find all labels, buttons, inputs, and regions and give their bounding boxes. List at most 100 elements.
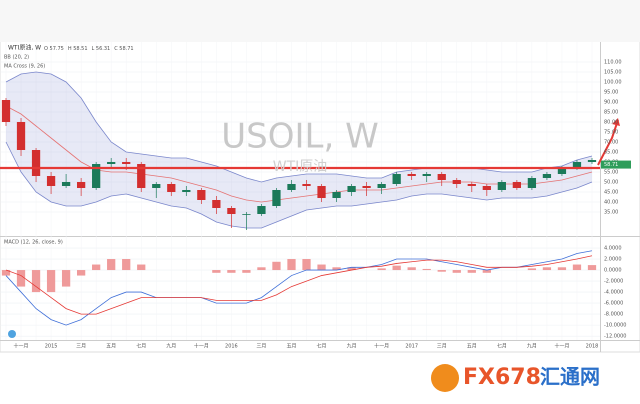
macd-histogram-bar	[287, 259, 296, 271]
y-tick-label: 0.0000	[604, 268, 622, 274]
macd-histogram-bar	[76, 270, 86, 276]
ma-line	[5, 105, 593, 203]
x-tick-label: 七月	[497, 343, 507, 350]
logo-name: 汇通网	[540, 365, 600, 389]
y-tick-label: -10.0000	[604, 323, 626, 329]
y-tick-label: 45.00	[604, 190, 618, 196]
macd-histogram-bar	[557, 267, 567, 271]
x-tick-label: 三月	[256, 344, 266, 350]
candle-body	[137, 164, 146, 188]
candle-body	[542, 174, 552, 178]
bollinger-fill	[6, 72, 592, 228]
y-tick-label: 4.0000	[604, 246, 622, 252]
candle-body	[392, 174, 401, 184]
candle-body	[557, 168, 567, 174]
macd-histogram-bar	[392, 265, 401, 271]
candle-body	[76, 182, 86, 188]
macd-histogram-bar	[107, 259, 116, 271]
x-tick-label: 十一月	[554, 343, 569, 350]
candle-body	[1, 100, 11, 122]
y-tick-label: 65.00	[604, 150, 618, 156]
x-tick-label: 三月	[76, 344, 86, 350]
logo: FX678 汇通网	[431, 364, 600, 392]
candle-body	[332, 192, 341, 198]
candle-body	[377, 184, 386, 188]
candle-body	[527, 178, 537, 188]
x-tick-label: 七月	[136, 343, 146, 350]
candle-body	[197, 190, 206, 200]
candle-body	[362, 186, 371, 188]
x-tick-label: 七月	[317, 343, 327, 350]
macd-histogram-bar	[542, 267, 552, 271]
candle-body	[587, 160, 597, 162]
ohlc-value: C 58.71	[114, 46, 133, 52]
x-tick-label: 五月	[106, 344, 116, 350]
macd-histogram-bar	[302, 259, 311, 271]
macd-line	[5, 250, 593, 326]
ohlc-value: O 57.75	[44, 46, 64, 52]
macd-histogram-bar	[1, 270, 11, 276]
x-tick-label: 十一月	[194, 343, 209, 350]
y-tick-label: 50.00	[604, 180, 618, 186]
macd-title: MACD (12, 26, close, 9)	[4, 240, 63, 246]
x-tick-label: 2017	[405, 344, 418, 350]
x-tick-label: 五月	[286, 344, 296, 350]
candle-body	[272, 190, 281, 206]
x-tick-label: 十一月	[374, 343, 389, 350]
logo-brand: FX678	[463, 365, 541, 390]
y-tick-label: 55.00	[604, 170, 618, 176]
candle-body	[572, 162, 582, 168]
y-tick-label: -12.0000	[604, 334, 626, 340]
last-price-label: 58.71	[604, 162, 618, 168]
candle-body	[227, 208, 236, 214]
candle-body	[302, 184, 311, 186]
y-tick-label: -2.0000	[604, 279, 623, 285]
macd-histogram-bar	[227, 270, 236, 273]
chart-title: WTI原油, W	[8, 44, 41, 52]
x-tick-label: 三月	[437, 344, 447, 350]
watermark-sub: WTI原油	[273, 159, 328, 175]
candle-body	[31, 150, 41, 176]
x-tick-label: 五月	[467, 344, 477, 350]
ohlc-values: O 57.75 H 58.51 L 56.31 C 58.71	[44, 46, 134, 52]
y-tick-label: 70.00	[604, 140, 618, 146]
ohlc-value: L 56.31	[92, 46, 111, 52]
y-tick-label: 85.00	[604, 110, 618, 116]
macd-histogram-bar	[482, 270, 491, 273]
bollinger-lower	[5, 141, 593, 229]
y-tick-label: 95.00	[604, 90, 618, 96]
macd-histogram-bar	[212, 270, 221, 273]
candle-body	[467, 184, 476, 186]
candle-body	[482, 186, 491, 190]
candle-body	[257, 206, 266, 214]
y-tick-label: 100.00	[604, 80, 622, 86]
x-tick-label: 十一月	[14, 343, 29, 350]
candle-body	[497, 182, 506, 190]
y-tick-label: 80.00	[604, 120, 618, 126]
y-tick-label: -4.0000	[604, 290, 623, 296]
candle-body	[287, 184, 296, 190]
arrow-head	[612, 118, 620, 126]
macd-histogram-bar	[437, 270, 446, 272]
y-tick-label: -8.0000	[604, 312, 623, 318]
macd-histogram-bar	[122, 259, 131, 271]
candle-body	[452, 180, 461, 184]
bollinger-upper	[5, 71, 593, 183]
macd-histogram-bar	[467, 270, 476, 273]
candle-body	[152, 184, 161, 188]
logo-mark	[431, 364, 459, 392]
macd-histogram-bar	[317, 264, 326, 271]
chart-frame	[0, 0, 640, 353]
x-tick-label: 2015	[45, 344, 58, 350]
watermark: USOIL, W	[221, 117, 378, 157]
candle-body	[437, 174, 446, 180]
macd-histogram-bar	[587, 265, 597, 271]
macd-histogram-bar	[92, 264, 101, 271]
y-tick-label: 2.0000	[604, 257, 622, 263]
candle-body	[407, 174, 416, 176]
macd-histogram-bar	[422, 268, 431, 271]
macd-histogram-bar	[272, 261, 281, 271]
candle-body	[46, 176, 56, 186]
